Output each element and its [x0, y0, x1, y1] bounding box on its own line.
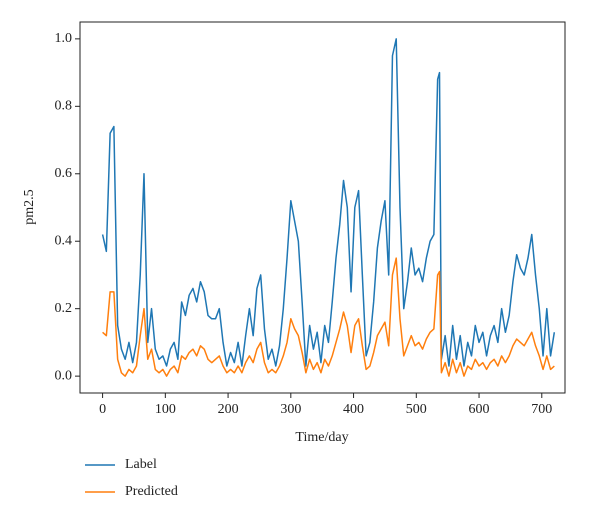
- x-tick-label: 600: [469, 402, 490, 417]
- x-tick-label: 500: [406, 402, 427, 417]
- series-line: [101, 38, 556, 367]
- series-line: [102, 257, 555, 377]
- legend-label: Predicted: [125, 484, 178, 499]
- y-tick-label: 0.4: [55, 233, 73, 248]
- x-axis-label: Time/day: [295, 430, 348, 445]
- plot-frame: [79, 21, 566, 394]
- y-tick-label: 0.2: [55, 301, 73, 316]
- x-tick-label: 0: [99, 402, 106, 417]
- legend-label: Label: [125, 457, 157, 472]
- x-tick-label: 100: [155, 402, 176, 417]
- y-tick-label: 0.6: [55, 166, 73, 181]
- x-tick-label: 300: [280, 402, 301, 417]
- y-tick-label: 0.0: [55, 368, 73, 383]
- y-axis-label: pm2.5: [22, 189, 37, 224]
- y-tick-label: 0.8: [55, 99, 73, 114]
- x-tick-label: 700: [531, 402, 552, 417]
- x-tick-label: 400: [343, 402, 364, 417]
- y-tick-label: 1.0: [55, 31, 73, 46]
- x-tick-label: 200: [218, 402, 239, 417]
